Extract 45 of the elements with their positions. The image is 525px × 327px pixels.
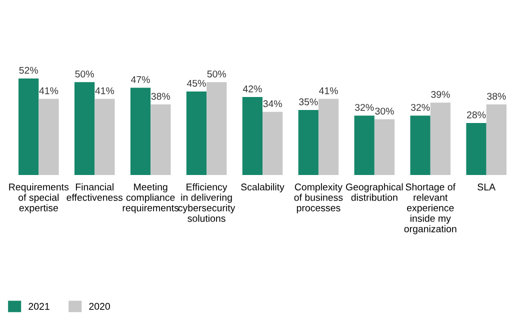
bar — [262, 112, 283, 175]
data-label: 35% — [299, 98, 318, 106]
data-label: 32% — [354, 104, 374, 111]
data-label: 41% — [319, 87, 338, 94]
bar — [466, 122, 486, 175]
x-tick-label: Scalability — [241, 183, 284, 192]
x-tick-label: Efficiency in delivering cybersecurity solutions — [178, 183, 236, 222]
bar — [354, 116, 374, 175]
data-label: 39% — [431, 90, 450, 98]
bar — [410, 116, 430, 175]
data-label: 45% — [186, 80, 206, 87]
x-tick-label: Geographical distribution — [346, 183, 403, 201]
x-tick-label: Complexity of business processes — [294, 183, 343, 214]
data-label: 30% — [375, 108, 394, 115]
bar — [206, 82, 227, 175]
bar — [74, 82, 95, 175]
data-label: 52% — [19, 66, 38, 74]
data-label: 38% — [487, 92, 506, 100]
bar — [38, 98, 59, 175]
data-label: 41% — [39, 87, 58, 94]
data-label: 50% — [207, 70, 226, 78]
data-label: 34% — [263, 100, 282, 108]
legend-label: 2021 — [28, 302, 50, 310]
bar — [430, 102, 451, 175]
x-tick-label: Meeting compliance requirements — [122, 183, 179, 214]
bar — [18, 78, 39, 175]
bar — [298, 110, 318, 175]
data-label: 38% — [151, 92, 170, 100]
data-label: 50% — [75, 70, 94, 78]
data-label: 47% — [131, 76, 150, 83]
bar — [94, 98, 115, 175]
bar — [486, 104, 506, 175]
bar — [130, 88, 151, 175]
bar — [374, 119, 395, 175]
bar — [150, 104, 171, 175]
x-tick-label: Shortage of relevant experience inside my organization — [404, 183, 456, 234]
bar — [242, 97, 262, 175]
bar — [318, 98, 339, 175]
data-label: 32% — [410, 104, 430, 111]
data-label: 42% — [242, 85, 262, 92]
data-label: 41% — [95, 87, 114, 94]
legend-label: 2020 — [89, 302, 110, 310]
x-tick-label: SLA — [478, 184, 496, 190]
data-label: 28% — [467, 111, 486, 118]
bar — [186, 91, 207, 175]
